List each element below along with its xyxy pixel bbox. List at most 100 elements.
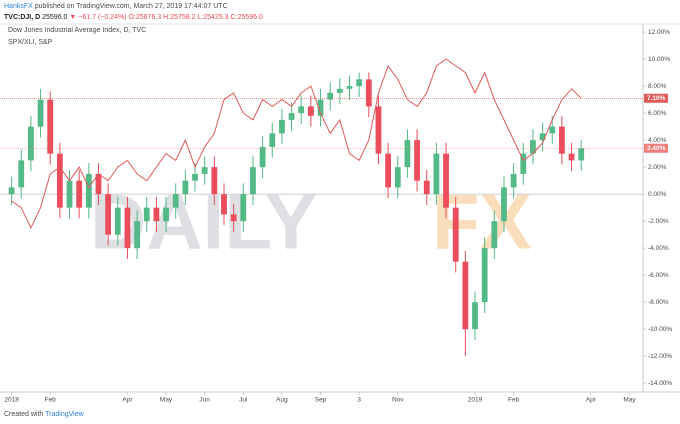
candle-body	[423, 180, 430, 195]
candle-body	[559, 126, 565, 154]
author: HanksFX published on TradingView.com, Ma…	[4, 3, 228, 10]
candle-body	[134, 221, 140, 249]
x-tick-label: Feb	[45, 397, 57, 404]
candle-body	[404, 140, 411, 168]
candle-body	[66, 180, 73, 208]
candle-body	[365, 79, 372, 107]
watermark-daily: DAILY	[90, 178, 317, 266]
candle-body	[95, 173, 102, 195]
x-tick-label: Feb	[508, 397, 520, 404]
legend-entry: Dow Jones Industrial Average Index, D, T…	[8, 27, 146, 34]
published: published on TradingView.com, March 27, …	[35, 3, 228, 10]
x-tick-label: Apr	[122, 397, 133, 404]
candle-body	[501, 187, 507, 222]
change: ▼ −61.7 (−0.24%)	[69, 14, 126, 21]
close: C:25596.0	[231, 14, 263, 21]
candle-body	[452, 207, 459, 262]
candle-body	[385, 153, 392, 188]
x-tick-label: Apr	[586, 397, 597, 404]
y-tick-label: -4.00%	[648, 245, 669, 252]
candle-body	[307, 106, 314, 116]
candle-body	[153, 207, 160, 222]
candle-body	[510, 173, 517, 188]
candle-body	[288, 113, 295, 120]
candle-body	[163, 207, 169, 222]
y-tick-label: 6.00%	[648, 110, 667, 117]
candle-body	[356, 79, 363, 87]
y-tick-label: -2.00%	[648, 218, 669, 225]
candle-body	[279, 119, 285, 134]
price-tag-label: 7.10%	[647, 95, 666, 102]
candle-body	[76, 180, 83, 208]
legend-entry: SPX/XLI, S&P	[8, 39, 53, 46]
footer-created: Created with	[4, 411, 43, 418]
candle-body	[221, 194, 227, 215]
candle-body	[530, 140, 536, 154]
candle-body	[192, 173, 198, 181]
candle-body	[317, 99, 324, 116]
candle-body	[269, 133, 276, 147]
author-name[interactable]: HanksFX	[4, 3, 33, 10]
y-tick-label: -10.00%	[648, 326, 672, 333]
candle-body	[85, 173, 92, 208]
x-tick-label: May	[160, 397, 173, 404]
candle-body	[336, 88, 343, 93]
candle-body	[491, 221, 498, 249]
low: L:25425.3	[197, 14, 228, 21]
plot	[0, 58, 643, 357]
open: O:25676.3	[128, 14, 161, 21]
x-tick-label: 3	[357, 397, 361, 404]
candle-body	[182, 180, 189, 195]
candle-body	[250, 167, 256, 195]
candle-body	[201, 167, 208, 174]
candle-body	[375, 106, 382, 154]
candle-body	[394, 167, 401, 188]
candle-body	[327, 92, 334, 100]
price-tag	[644, 143, 668, 153]
y-tick-label: 4.00%	[648, 137, 667, 144]
candle-body	[346, 86, 353, 89]
x-tick-label: Nov	[392, 397, 404, 404]
symbol: TVC:DJI, D	[4, 14, 40, 21]
candle-body	[105, 194, 112, 235]
y-tick-label: 12.00%	[648, 29, 670, 36]
candle-body	[443, 153, 449, 208]
x-tick-label: May	[623, 397, 636, 404]
y-tick-label: -14.00%	[648, 380, 672, 387]
candle-body	[56, 153, 63, 208]
candle-body	[143, 207, 150, 222]
candle-body	[8, 187, 15, 195]
price-tag	[644, 93, 668, 103]
candle-body	[124, 207, 131, 249]
x-tick-label: 2018	[4, 397, 19, 404]
y-tick-label: -12.00%	[648, 353, 672, 360]
x-tick-label: Sep	[315, 397, 327, 404]
x-tick-label: Aug	[276, 397, 288, 404]
candle-body	[37, 99, 44, 127]
candle-body	[462, 261, 469, 330]
symbol-line: TVC:DJI, D 25596.0 ▼ −61.7 (−0.24%) O:25…	[4, 14, 263, 21]
candle-body	[240, 194, 247, 222]
y-tick-label: 10.00%	[648, 56, 670, 63]
candle-body	[172, 194, 179, 208]
candle-body	[481, 248, 488, 303]
candle-body	[568, 153, 575, 161]
candle-body	[18, 160, 25, 188]
x-tick-label: Jun	[199, 397, 210, 404]
series-line	[11, 58, 582, 230]
y-tick-label: -6.00%	[648, 272, 669, 279]
footer-brand[interactable]: TradingView	[45, 411, 84, 418]
candle-body	[47, 99, 54, 154]
price-tag-label: 3.40%	[647, 145, 666, 152]
candle-body	[211, 167, 218, 195]
y-tick-label: -8.00%	[648, 299, 669, 306]
candle-body	[230, 214, 237, 222]
price: 25596.0	[42, 14, 67, 21]
candle-body	[520, 153, 527, 174]
candle-body	[414, 140, 420, 181]
high: H:25758.2	[163, 14, 195, 21]
candle-body	[549, 126, 556, 134]
candle-body	[298, 106, 305, 114]
